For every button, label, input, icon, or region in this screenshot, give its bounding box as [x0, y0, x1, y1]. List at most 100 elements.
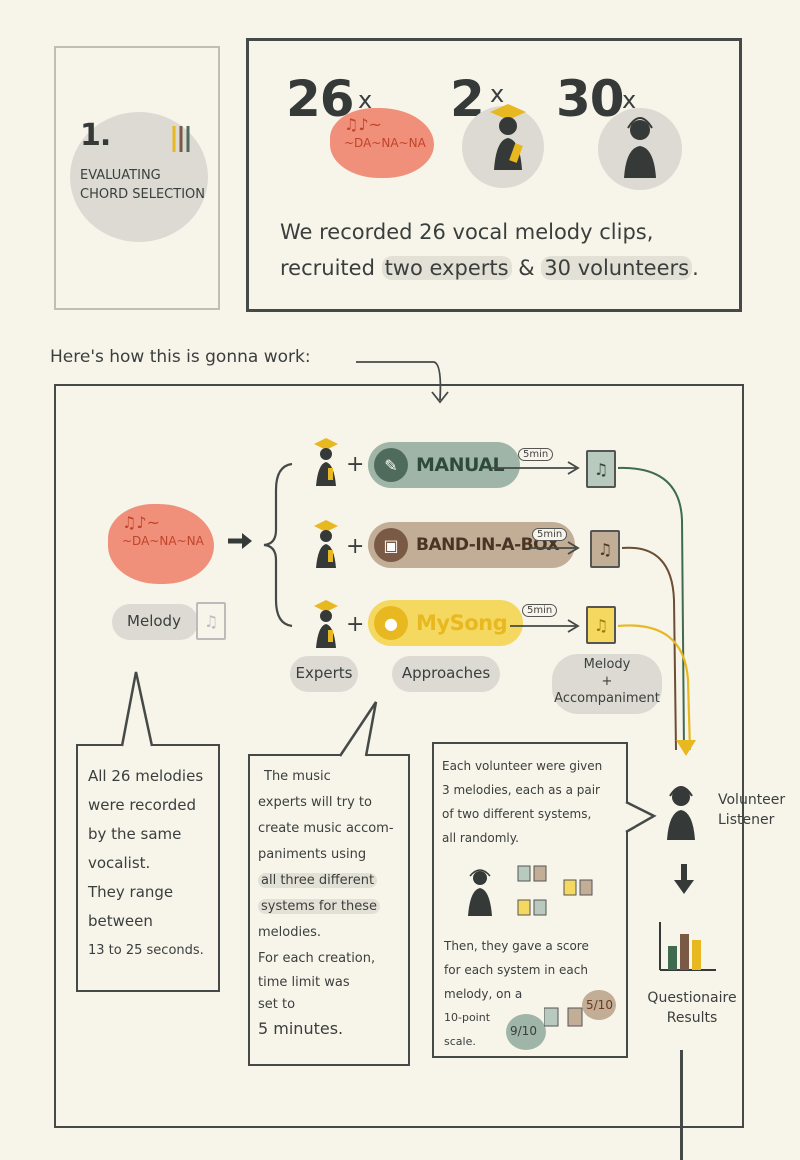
stats-summary-line1: We recorded 26 vocal melody clips, [280, 220, 654, 244]
expert-icon-3 [312, 598, 340, 656]
volunteers-note-top: Each volunteer were given 3 melodies, ea… [442, 754, 602, 850]
approaches-label: Approaches [401, 664, 491, 682]
melody-input-doodle: ♫♪~ ~DA~NA~NA [122, 514, 204, 550]
results-label-line2: Results [666, 1010, 718, 1026]
experts-note-pointer [336, 698, 380, 762]
timer-badge-3: 5min [522, 604, 558, 617]
main-frame [54, 384, 744, 1128]
output-label-line1: Melody [583, 657, 631, 672]
volunteers-line-1: Each volunteer were given [442, 759, 603, 773]
plus-1: + [346, 452, 365, 477]
experts-line-5-text: all three different [258, 873, 378, 888]
volunteers-times: x [622, 86, 637, 114]
melody-doodle-lyrics: ~DA~NA~NA [344, 136, 426, 150]
melody-label: Melody [127, 612, 181, 630]
section-title-line2: CHORD SELECTION [80, 187, 205, 202]
section-title-blob [70, 112, 208, 242]
approach-mysong-label: MySong [416, 611, 508, 635]
volunteers-line-9: scale. [444, 1035, 476, 1048]
melodies-line-1: All 26 melodies [88, 767, 204, 785]
melodies-line-2: were recorded [88, 796, 196, 814]
clips-times: x [358, 86, 373, 114]
stats-summary-line2: recruited two experts & 30 volunteers. [280, 250, 699, 286]
stats-summary: We recorded 26 vocal melody clips, recru… [280, 214, 699, 286]
summary-period: . [692, 256, 699, 280]
melodies-line-7: 13 to 25 seconds. [88, 943, 204, 958]
experts-line-9: time limit was [258, 975, 350, 990]
approach-arrows [490, 460, 590, 644]
volunteer-listener-icon [664, 776, 698, 846]
timer-badge-2: 5min [532, 528, 568, 541]
volunteers-line-2: 3 melodies, each as a pair [442, 783, 600, 797]
volunteers-note-bottom: Then, they gave a score for each system … [444, 934, 589, 1054]
tally-marks-icon [170, 124, 194, 158]
plus-2: + [346, 534, 365, 559]
melodies-note-pointer [118, 668, 158, 752]
expert-icon-1 [312, 436, 340, 494]
melody-input-blob [108, 504, 214, 584]
timer-badge-1: 5min [518, 448, 554, 461]
volunteers-note-pointer [624, 798, 658, 842]
score-a: 9/10 [510, 1024, 537, 1038]
experts-line-6: systems for these [258, 894, 394, 920]
section-number: 1. [80, 118, 111, 153]
melody-input-notes: ♫♪~ [122, 513, 160, 532]
output-label-line3: Accompaniment [554, 691, 660, 706]
output-label: Melody + Accompaniment [552, 656, 662, 707]
results-label-line1: Questionaire [647, 990, 737, 1006]
output-lines [614, 460, 704, 764]
microphone-icon: ● [374, 606, 408, 640]
approach-manual-label: MANUAL [416, 454, 505, 476]
melody-doodle: ♫♪~ ~DA~NA~NA [344, 116, 426, 152]
experts-line-8: For each creation, [258, 951, 376, 966]
how-heading: Here's how this is gonna work: [50, 347, 311, 367]
melodies-line-6: between [88, 912, 153, 930]
volunteers-note-box [432, 742, 628, 1058]
output-label-blob [552, 654, 662, 714]
melody-doodle-notes: ♫♪~ [344, 115, 382, 134]
approach-band-in-a-box-label: BAND-IN-A-BOX [416, 535, 560, 555]
volunteer-label-line2: Listener [718, 812, 775, 828]
expert-graduate-icon [486, 100, 530, 184]
results-label: Questionaire Results [644, 988, 740, 1028]
summary-and: & [511, 256, 542, 280]
experts-label: Experts [295, 664, 353, 682]
down-arrow-icon [672, 862, 696, 900]
volunteers-line-3: of two different systems, [442, 807, 592, 821]
volunteers-line-7: melody, on a [444, 987, 523, 1001]
approach-manual: ✎ MANUAL [368, 442, 521, 488]
volunteer-pairs-illustration [462, 860, 612, 928]
melody-file-icon: ♫ [196, 602, 226, 640]
summary-volunteers: 30 volunteers [541, 256, 693, 280]
output-file-manual-icon: ♫ [586, 450, 616, 488]
output-file-band-icon: ♫ [590, 530, 620, 568]
volunteers-line-6: for each system in each [444, 963, 588, 977]
melody-label-blob [112, 604, 198, 640]
summary-recruited: recruited [280, 256, 382, 280]
wrench-icon: ✎ [374, 448, 408, 482]
bar-chart-icon [656, 920, 718, 978]
plus-3: + [346, 612, 365, 637]
brace-icon [262, 460, 296, 634]
experts-line-6-text: systems for these [258, 899, 381, 914]
experts-note-box [248, 754, 410, 1066]
score-b: 5/10 [586, 998, 613, 1012]
experts-note: The music experts will try to create mus… [258, 764, 394, 1042]
experts-line-7: melodies. [258, 925, 321, 940]
score-b-blob [582, 990, 616, 1020]
volunteer-label-line1: Volunteer [718, 792, 786, 808]
melodies-line-5: They range [88, 883, 174, 901]
section-title-line1: EVALUATING [80, 168, 161, 183]
volunteers-line-8: 10-point [444, 1011, 491, 1024]
experts-line-3: create music accom- [258, 821, 394, 836]
frame-tail-line [680, 1050, 683, 1160]
experts-line-1: The music [264, 769, 331, 784]
melodies-line-4: vocalist. [88, 854, 151, 872]
score-a-blob [506, 1014, 546, 1050]
volunteer-label: Volunteer Listener [718, 790, 785, 830]
output-label-line2: + [601, 674, 613, 689]
how-arrow [354, 352, 454, 412]
volunteers-line-4: all randomly. [442, 831, 519, 845]
volunteer-headphones-icon [618, 104, 662, 188]
output-file-mysong-icon: ♫ [586, 606, 616, 644]
